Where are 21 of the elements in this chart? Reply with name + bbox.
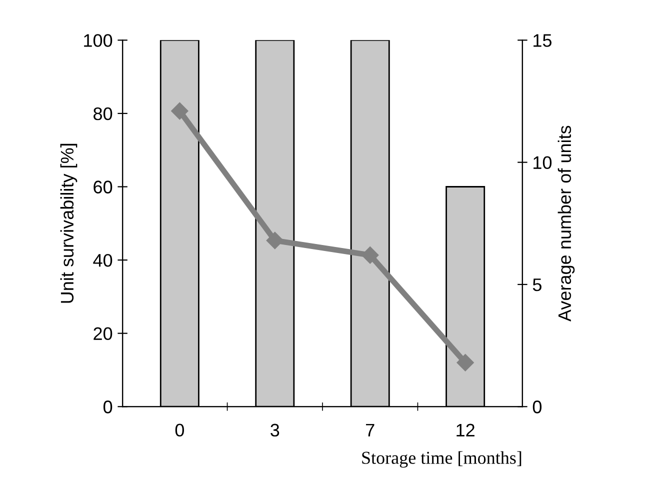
y-tick-label: 100	[84, 34, 112, 47]
point	[171, 102, 188, 120]
x-tick-label: 12	[456, 424, 474, 436]
y2-tick-label: 15	[534, 34, 552, 47]
y2-tick-label: 5	[532, 278, 542, 292]
y-tick-label: 80	[94, 107, 112, 120]
point	[362, 246, 379, 264]
y-tick-label: 40	[93, 254, 112, 267]
y-tick-label: 0	[103, 400, 112, 414]
x-tick-label: 7	[366, 424, 374, 436]
x-tick-label: 3	[270, 424, 280, 437]
y-axis-title: Unit survivability [%]	[60, 144, 78, 303]
y-tick-label: 60	[94, 180, 112, 194]
point	[456, 354, 474, 372]
y2-tick-label: 10	[534, 156, 552, 170]
x-tick-label: 0	[175, 424, 184, 437]
y2-tick-label: 0	[532, 400, 542, 414]
x-axis-title: Storage time [months]	[362, 451, 522, 468]
point	[266, 232, 284, 250]
y2-axis-title: Average number of units	[558, 126, 575, 322]
y-tick-label: 20	[94, 327, 112, 340]
